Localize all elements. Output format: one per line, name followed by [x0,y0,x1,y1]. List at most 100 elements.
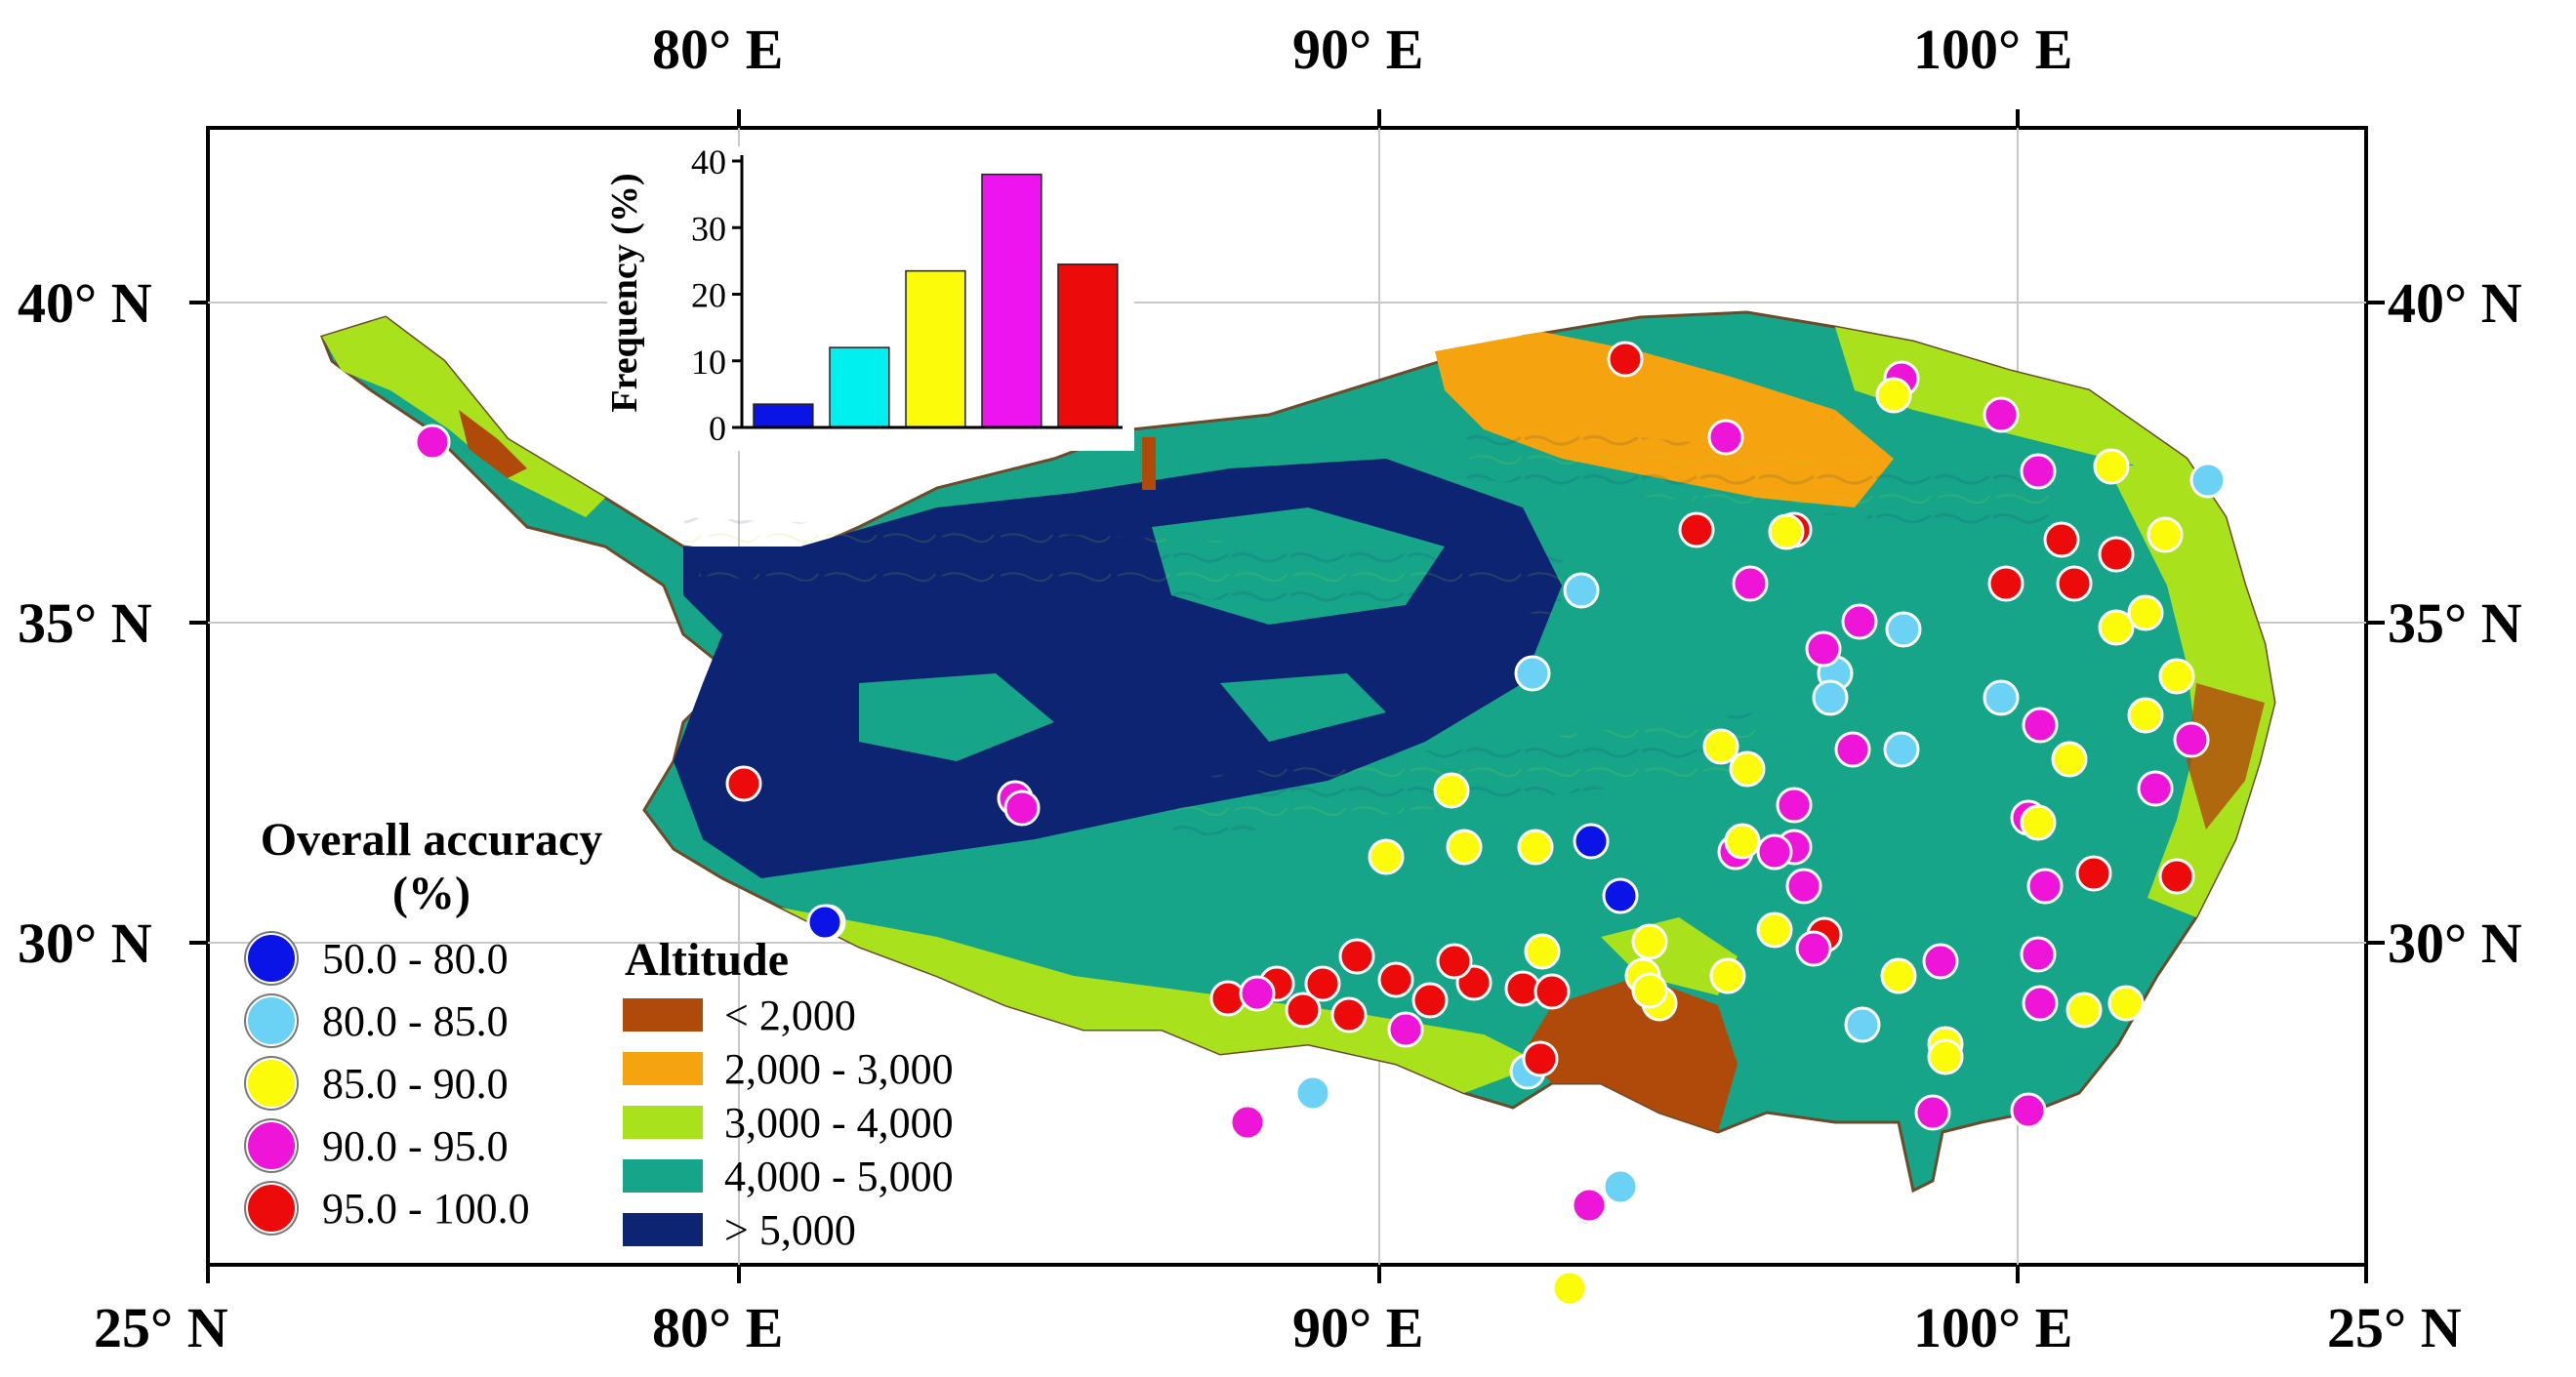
station-marker [1607,341,1644,378]
station-marker [2137,770,2174,807]
southeast-lowland [1523,976,1738,1132]
station-marker [1631,923,1668,960]
altitude-legend-title: Altitude [625,934,789,986]
station-marker [2051,741,2088,778]
station-marker [2173,721,2210,758]
station-marker [1678,511,1715,548]
station-marker [725,765,762,802]
station-marker [2098,609,2135,646]
bottom-label-90e: 90° E [1292,1296,1424,1359]
station-marker [1732,565,1769,602]
station-marker [1844,1006,1881,1043]
station-marker [1983,396,2020,433]
accuracy-swatch-5 [246,1183,297,1234]
station-marker [1927,1038,1964,1075]
station-marker [2127,594,2164,631]
histogram-bar-3 [905,269,966,428]
altitude-label-2: 2,000 - 3,000 [724,1044,954,1093]
accuracy-label-4: 90.0 - 95.0 [322,1121,509,1170]
accuracy-swatch-3 [246,1058,297,1109]
station-marker [2127,697,2164,734]
station-marker [2020,804,2057,841]
right-label-35n: 35° N [2388,591,2522,655]
station-marker [1387,1011,1424,1048]
station-marker [2093,448,2130,485]
station-marker [1602,877,1639,914]
southern-valleys [781,908,1542,1093]
histogram-bar-4 [981,173,1043,428]
frequency-histogram: 0 10 20 30 40 Frequency (%) [604,142,1134,451]
accuracy-legend-title: Overall accuracy (%) [260,814,603,920]
station-marker [1834,731,1871,768]
left-label-35n: 35° N [18,591,152,655]
right-label-30n: 30° N [2388,911,2522,975]
altitude-label-3: 3,000 - 4,000 [724,1098,954,1147]
station-marker [1631,972,1668,1009]
accuracy-item-2: 80.0 - 85.0 [246,992,509,1050]
altitude-label-4: 4,000 - 5,000 [724,1152,954,1200]
station-marker [1524,933,1561,970]
station-marker [1702,728,1739,765]
station-marker [1563,572,1600,609]
accuracy-swatch-1 [246,933,297,984]
station-marker [1338,938,1375,975]
station-marker [1812,679,1849,716]
accuracy-label-1: 50.0 - 80.0 [322,934,509,983]
station-marker [2056,565,2093,602]
station-marker [1795,930,1832,967]
histogram-tick-label: 10 [691,343,726,382]
station-marker [1883,731,1920,768]
station-marker [1776,787,1813,824]
station-marker [2043,521,2080,558]
accuracy-swatch-2 [246,995,297,1046]
station-marker [2075,855,2112,892]
accuracy-item-3: 85.0 - 90.0 [246,1054,509,1113]
station-marker [1602,1168,1639,1205]
station-marker [2020,936,2057,973]
station-marker [1756,833,1793,871]
station-marker [2010,1092,2047,1129]
altitude-item-4: 4,000 - 5,000 [623,1147,954,1205]
lowland-spot [1142,437,1156,490]
station-marker [2158,858,2195,895]
accuracy-item-1: 50.0 - 80.0 [246,929,509,988]
station-marker [2026,868,2064,905]
station-marker [1880,957,1917,994]
station-marker [1446,829,1483,866]
top-label-100e: 100° E [1913,18,2073,81]
station-marker [1533,973,1571,1010]
station-marker [1983,679,2020,716]
station-marker [2158,658,2195,695]
station-marker [1885,611,1922,648]
station-marker [1571,1187,1608,1224]
station-marker [1551,1270,1588,1307]
left-label-40n: 40° N [18,271,152,335]
altitude-swatch-3 [623,1106,703,1139]
station-marker [1294,1074,1331,1112]
bottom-label-25n-right: 25° N [2327,1296,2462,1359]
station-marker [1285,992,1322,1029]
station-marker [1229,1104,1266,1141]
altitude-label-5: > 5,000 [724,1205,856,1254]
histogram-tick-label: 0 [709,409,726,448]
altitude-swatch-2 [623,1052,703,1085]
bottom-label-80e: 80° E [652,1296,784,1359]
top-label-80e: 80° E [652,18,784,81]
station-marker [1724,823,1761,860]
station-marker [1987,565,2024,602]
station-marker [1517,829,1554,866]
histogram-bar-2 [829,346,890,428]
northeast-foothills [1835,327,2187,468]
accuracy-swatch-4 [246,1120,297,1171]
altitude-swatch-4 [623,1159,703,1193]
station-marker [2022,985,2059,1022]
station-marker [1756,911,1793,949]
station-marker [1785,868,1822,905]
top-label-90e: 90° E [1292,18,1424,81]
station-marker [1239,975,1276,1012]
histogram-tick-label: 30 [691,209,726,248]
station-marker [1436,943,1473,980]
accuracy-item-4: 90.0 - 95.0 [246,1116,509,1175]
accuracy-label-2: 80.0 - 85.0 [322,996,509,1045]
